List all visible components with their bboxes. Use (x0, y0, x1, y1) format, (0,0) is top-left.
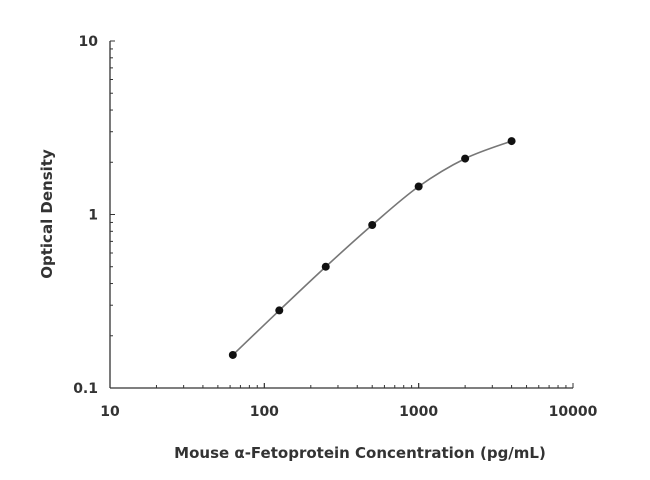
data-point (275, 306, 284, 315)
x-tick-label: 100 (250, 404, 279, 420)
data-point (321, 262, 330, 271)
data-point (228, 350, 237, 359)
x-axis-label: Mouse α-Fetoprotein Concentration (pg/mL… (174, 444, 546, 462)
y-tick-label: 0.1 (73, 381, 98, 397)
y-tick-label: 1 (88, 208, 98, 224)
data-point (507, 137, 516, 146)
y-tick-label: 10 (79, 34, 99, 50)
series-line (232, 140, 512, 356)
data-point (461, 154, 470, 163)
x-tick-label: 10 (100, 404, 120, 420)
y-axis-label: Optical Density (38, 149, 56, 279)
data-point (414, 182, 423, 191)
x-tick-label: 10000 (549, 404, 598, 420)
data-point (368, 220, 377, 229)
x-tick-label: 1000 (399, 404, 438, 420)
